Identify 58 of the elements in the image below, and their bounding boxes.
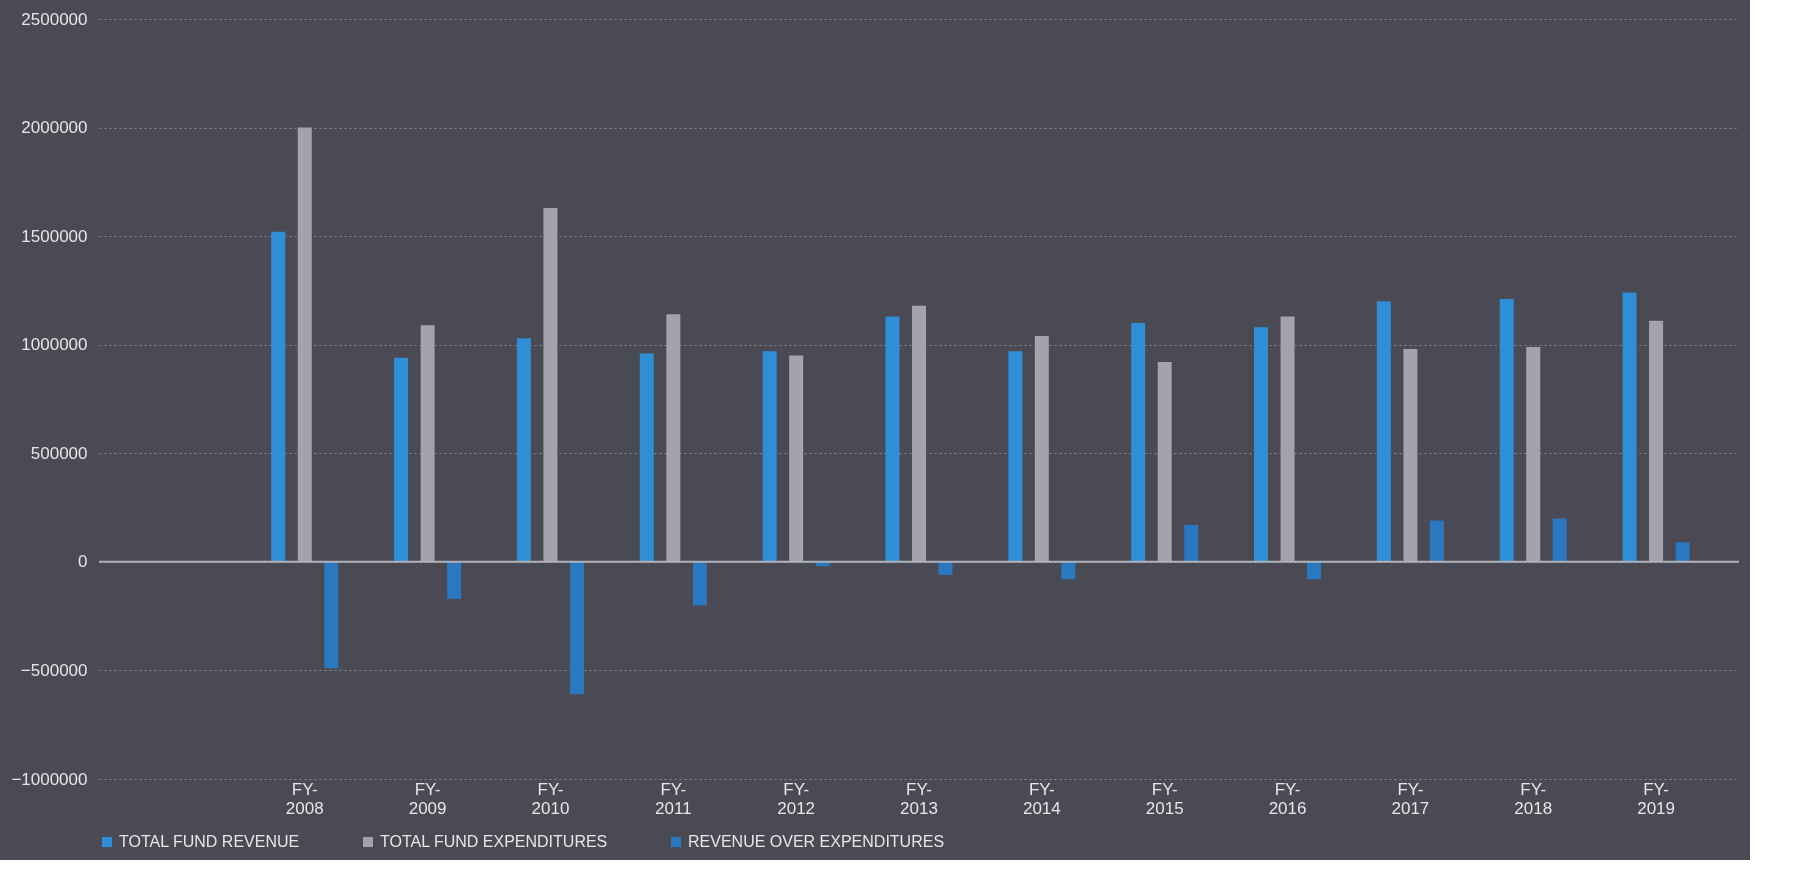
bar (1008, 351, 1023, 562)
bar (1622, 292, 1637, 562)
y-tick-label: 1000000 (21, 335, 88, 355)
x-tick-label: FY-2011 (655, 779, 692, 818)
bar (1184, 524, 1199, 562)
bar (420, 325, 435, 562)
bar (324, 561, 339, 669)
bar (394, 357, 409, 562)
bar (1131, 323, 1146, 562)
x-tick-label: FY-2008 (285, 779, 324, 818)
legend-label: TOTAL FUND REVENUE (119, 833, 300, 850)
bar (938, 561, 953, 575)
x-tick-label: FY-2014 (1022, 779, 1061, 818)
y-tick-label: 0 (78, 552, 88, 572)
x-tick-label: FY-2016 (1268, 779, 1307, 818)
bar (1307, 561, 1322, 580)
bar (1376, 301, 1391, 562)
bar (639, 353, 654, 562)
bar (885, 316, 900, 562)
legend-label: TOTAL FUND EXPENDITURES (380, 833, 608, 850)
legend-label: REVENUE OVER EXPENDITURES (688, 833, 945, 850)
bar (1034, 336, 1049, 562)
bar (692, 561, 707, 606)
bar (1526, 346, 1541, 562)
y-tick-label: −1000000 (11, 769, 88, 789)
bar (666, 314, 681, 562)
bar (1061, 561, 1076, 580)
bar (1649, 320, 1664, 562)
y-tick-label: 500000 (30, 443, 88, 463)
bar (447, 561, 462, 599)
y-tick-label: −500000 (20, 660, 88, 680)
x-tick-label: FY-2019 (1637, 779, 1675, 818)
y-tick-label: 1500000 (21, 226, 88, 246)
bar (1499, 299, 1514, 562)
bar (912, 305, 926, 562)
x-tick-label: FY-2010 (531, 779, 570, 818)
x-tick-label: FY-2012 (777, 779, 816, 818)
bar (1552, 518, 1567, 562)
bar (1403, 349, 1418, 562)
bar (569, 561, 584, 695)
y-tick-label: 2000000 (21, 118, 88, 138)
bar (271, 231, 286, 562)
x-tick-label: FY-2013 (900, 779, 938, 818)
bar (516, 338, 531, 562)
bar (762, 351, 777, 562)
x-tick-label: FY-2017 (1391, 779, 1430, 818)
x-tick-label: FY-2018 (1514, 779, 1553, 818)
bar (1675, 542, 1690, 562)
x-tick-label: FY-2015 (1145, 779, 1184, 818)
bar (297, 127, 312, 562)
bar (1254, 327, 1269, 562)
x-tick-label: FY-2009 (408, 779, 447, 818)
y-tick-label: 2500000 (21, 9, 88, 29)
bar (543, 207, 558, 562)
bar (789, 355, 804, 562)
bar (1429, 520, 1444, 562)
bar (1280, 316, 1295, 562)
bar (1157, 362, 1172, 562)
